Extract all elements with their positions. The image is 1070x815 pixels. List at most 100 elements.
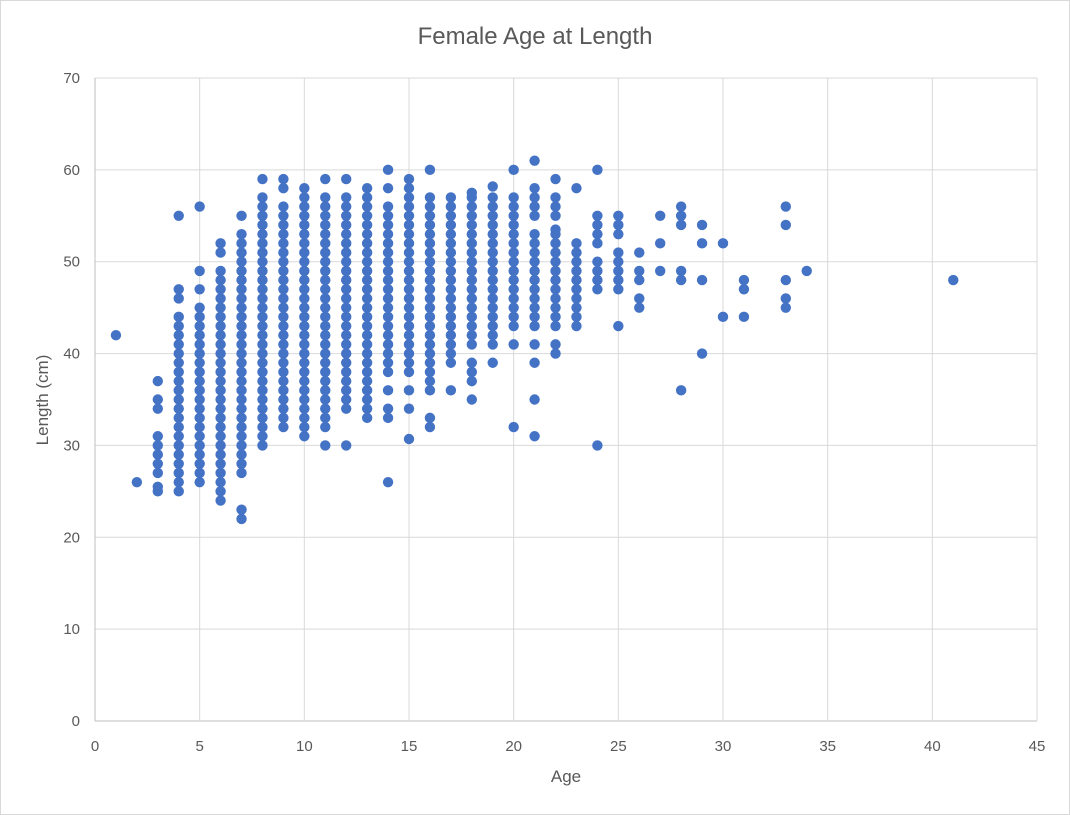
data-point xyxy=(173,366,184,378)
data-point xyxy=(613,284,624,295)
data-point xyxy=(403,311,415,323)
data-point xyxy=(445,348,457,359)
data-point xyxy=(320,256,331,267)
data-point xyxy=(424,385,436,396)
data-point xyxy=(194,330,205,341)
data-point xyxy=(403,247,415,258)
data-point xyxy=(717,238,729,249)
data-point xyxy=(529,311,540,323)
data-point xyxy=(215,320,226,332)
data-point xyxy=(257,320,268,332)
data-point xyxy=(257,431,268,442)
data-point xyxy=(173,348,184,359)
data-point xyxy=(173,311,184,323)
data-point xyxy=(299,431,310,442)
data-point xyxy=(508,219,519,231)
x-tick-label: 5 xyxy=(195,738,203,755)
data-point xyxy=(173,320,184,332)
data-point xyxy=(320,412,331,424)
x-tick-label: 35 xyxy=(819,738,836,755)
data-point xyxy=(424,238,436,249)
data-point xyxy=(508,201,519,212)
data-point xyxy=(257,238,268,249)
data-point xyxy=(424,284,436,295)
data-point xyxy=(550,247,561,258)
data-point xyxy=(236,412,247,424)
data-point xyxy=(361,284,373,295)
data-point xyxy=(382,228,394,240)
data-point xyxy=(236,210,247,221)
data-point xyxy=(320,440,331,451)
data-point xyxy=(382,412,394,424)
y-tick-label: 0 xyxy=(72,713,80,730)
data-point xyxy=(696,348,708,359)
data-point xyxy=(257,256,268,267)
data-point xyxy=(382,247,394,258)
data-point xyxy=(403,274,415,286)
data-point xyxy=(341,228,352,240)
data-point xyxy=(194,302,205,313)
data-point xyxy=(508,421,519,433)
data-point xyxy=(152,481,163,492)
data-point xyxy=(341,256,352,267)
data-point xyxy=(529,339,540,350)
data-point xyxy=(299,192,310,203)
data-point xyxy=(257,210,268,221)
data-point xyxy=(236,339,247,350)
data-point xyxy=(487,238,498,249)
data-point xyxy=(508,293,519,304)
data-point xyxy=(236,385,247,396)
data-point xyxy=(299,348,310,359)
data-point xyxy=(508,247,519,258)
data-point xyxy=(571,265,582,277)
data-point xyxy=(257,366,268,378)
data-point xyxy=(445,192,457,203)
data-point xyxy=(320,330,331,341)
data-point xyxy=(445,265,457,277)
data-point xyxy=(152,440,163,451)
data-point xyxy=(194,357,205,368)
data-point xyxy=(341,311,352,323)
data-point xyxy=(257,302,268,313)
data-point xyxy=(487,228,498,240)
data-point xyxy=(487,284,498,295)
data-point xyxy=(173,449,184,460)
data-point xyxy=(257,284,268,295)
data-point xyxy=(341,339,352,350)
data-point xyxy=(278,348,289,359)
data-point xyxy=(382,348,394,359)
data-point xyxy=(173,284,184,295)
data-point xyxy=(571,238,582,249)
data-point xyxy=(508,256,519,267)
data-point xyxy=(550,201,561,212)
data-point xyxy=(487,274,498,286)
data-point xyxy=(215,385,226,396)
data-point xyxy=(780,274,791,286)
data-point xyxy=(361,394,373,405)
data-point xyxy=(320,219,331,231)
data-point xyxy=(403,238,415,249)
data-point xyxy=(215,238,226,249)
data-point xyxy=(424,293,436,304)
data-point xyxy=(550,320,561,332)
data-point xyxy=(717,311,729,323)
data-point xyxy=(466,357,477,368)
data-point xyxy=(299,320,310,332)
y-tick-label: 20 xyxy=(63,529,80,546)
data-point xyxy=(382,164,394,176)
data-point xyxy=(634,293,645,304)
data-point xyxy=(299,284,310,295)
data-point xyxy=(738,284,750,295)
data-point xyxy=(215,375,226,387)
data-point xyxy=(529,293,540,304)
data-point xyxy=(257,394,268,405)
data-point xyxy=(236,311,247,323)
data-point xyxy=(278,238,289,249)
data-point xyxy=(320,403,331,414)
data-point xyxy=(215,458,226,469)
data-point xyxy=(194,339,205,350)
data-point xyxy=(341,238,352,249)
data-point xyxy=(675,274,687,286)
data-point xyxy=(780,293,791,304)
data-point xyxy=(320,339,331,350)
